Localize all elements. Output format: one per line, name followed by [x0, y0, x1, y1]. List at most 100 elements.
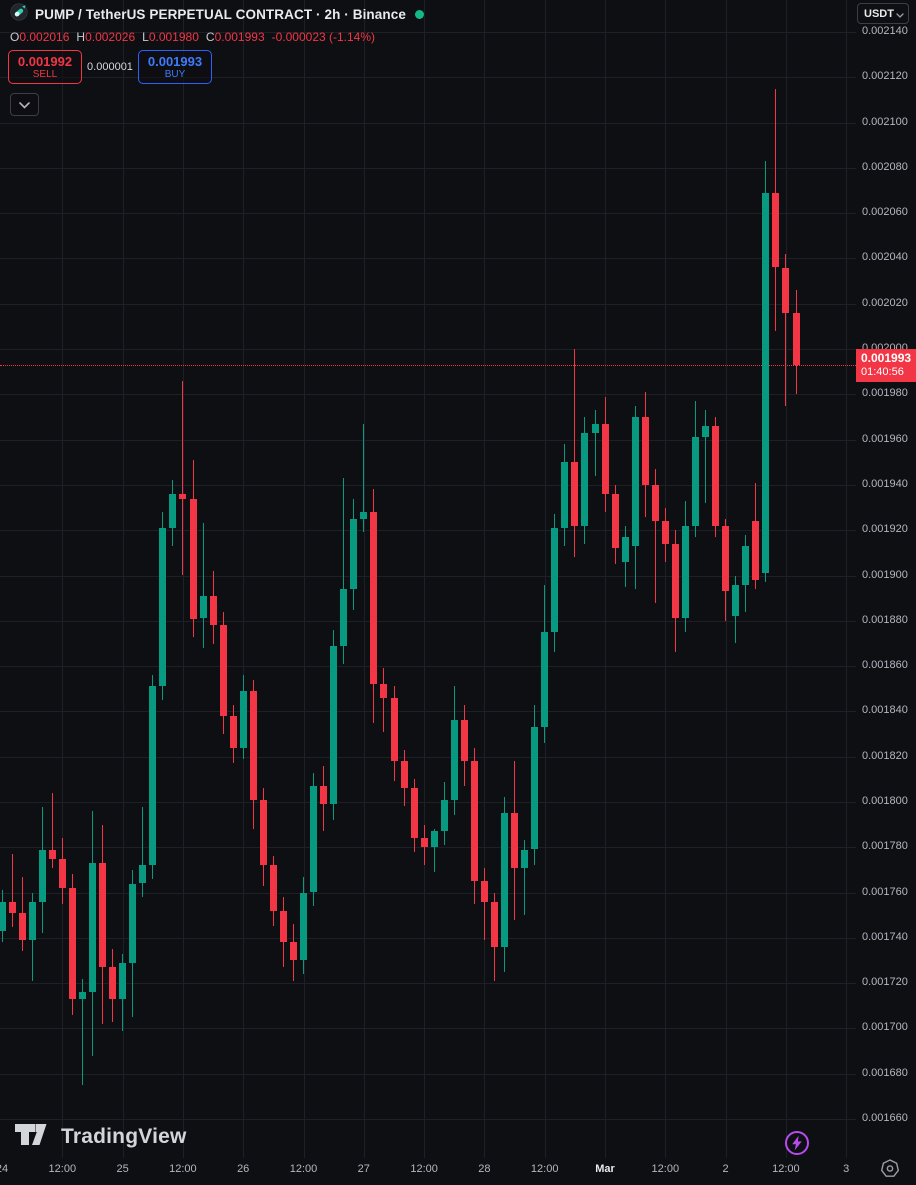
candle-body [440, 799, 448, 832]
h-gridline [0, 484, 856, 486]
price-axis-label: 0.002080 [862, 160, 908, 173]
sell-label: SELL [32, 68, 58, 80]
v-gridline [424, 0, 426, 1158]
h-gridline [0, 847, 856, 849]
candle-body [631, 417, 639, 547]
h-gridline [0, 711, 856, 713]
h-gridline [0, 666, 856, 668]
h-gridline [0, 575, 856, 577]
candle-body [129, 883, 137, 963]
candle-body [239, 691, 247, 748]
candle-wick [654, 469, 656, 603]
ohlc-legend: O0.002016 H0.002026 L0.001980 C0.001993 -0.0… [10, 30, 424, 44]
candle-body [209, 595, 217, 626]
candle-body [78, 992, 86, 999]
candle-body [420, 838, 428, 848]
candle-wick [51, 792, 53, 868]
time-axis-label: 25 [116, 1163, 129, 1175]
v-gridline [363, 0, 365, 1158]
v-gridline [62, 0, 64, 1158]
h-gridline [0, 620, 856, 622]
candle-body [279, 910, 287, 943]
h-gridline [0, 258, 856, 260]
candle-body [350, 518, 358, 590]
time-axis-label: 26 [237, 1163, 250, 1175]
candle-body [551, 527, 559, 633]
candle-wick [524, 840, 526, 916]
v-gridline [182, 0, 184, 1158]
candle-body [651, 484, 659, 522]
candle-body [480, 881, 488, 902]
candle-body [581, 432, 589, 526]
h-gridline [0, 756, 856, 758]
tradingview-logo[interactable]: TradingView [14, 1121, 187, 1153]
candle-body [320, 786, 328, 805]
time-axis-settings-button[interactable] [878, 1157, 902, 1185]
price-axis-label: 0.002100 [862, 115, 908, 128]
candle-body [300, 892, 307, 961]
sell-price: 0.001992 [17, 53, 73, 69]
h-gridline [0, 213, 856, 215]
candle-body [772, 192, 780, 268]
candle-body [38, 849, 46, 902]
gear-icon [878, 1159, 902, 1185]
price-axis-label: 0.002020 [862, 296, 908, 309]
price-axis-label: 0.001760 [862, 885, 908, 898]
buy-label: BUY [164, 68, 186, 80]
candle-body [671, 543, 679, 619]
h-gridline [0, 1073, 856, 1075]
h-gridline [0, 1119, 856, 1120]
ohlc-low-letter: L [142, 30, 149, 44]
candle-body [360, 512, 368, 519]
ohlc-close-letter: C [205, 30, 215, 44]
market-status-dot[interactable] [414, 9, 424, 19]
candle-wick [363, 423, 365, 533]
time-axis-label: 12:00 [651, 1163, 680, 1175]
symbol-title[interactable]: PUMP / TetherUS PERPETUAL CONTRACT · 2h … [35, 6, 406, 22]
price-axis-label: 0.001980 [862, 387, 908, 400]
sell-button[interactable]: 0.001992 SELL [8, 50, 82, 84]
candle-body [561, 462, 569, 528]
price-axis-label: 0.002120 [862, 70, 908, 83]
tradingview-mark-icon [14, 1121, 52, 1153]
candle-body [119, 962, 127, 999]
candle-body [591, 423, 599, 433]
boost-button[interactable] [783, 1129, 811, 1162]
candle-body [501, 813, 508, 947]
ohlc-high-letter: H [76, 30, 86, 44]
candle-wick [785, 253, 787, 406]
h-gridline [0, 349, 856, 350]
candle-body [340, 589, 348, 646]
unit-selector[interactable]: USDT [857, 3, 909, 24]
candle-body [48, 849, 56, 859]
candle-body [219, 625, 227, 716]
collapse-trade-panel-button[interactable] [10, 93, 39, 116]
candle-body [58, 858, 66, 888]
candle-body [752, 521, 760, 580]
buy-button[interactable]: 0.001993 BUY [138, 50, 212, 84]
candle-body [380, 684, 388, 698]
chevron-down-icon [896, 5, 904, 23]
price-axis-label: 0.001680 [862, 1066, 908, 1079]
candle-body [189, 498, 197, 619]
v-gridline [605, 0, 606, 1158]
price-axis-label: 0.001940 [862, 477, 908, 490]
price-axis-label: 0.001920 [862, 523, 908, 536]
price-axis-label: 0.001900 [862, 568, 908, 581]
candle-body [621, 537, 629, 562]
h-gridline [0, 937, 856, 939]
unit-selector-value: USDT [864, 7, 894, 20]
candle-body [732, 584, 740, 617]
ohlc-open-letter: O [10, 30, 20, 44]
h-gridline [0, 167, 856, 169]
v-gridline [243, 0, 245, 1158]
candle-body [290, 942, 297, 961]
candle-body [68, 888, 76, 999]
time-axis-label: 12:00 [410, 1163, 438, 1175]
candle-wick [383, 668, 385, 732]
candle-wick [142, 806, 144, 898]
price-axis-label: 0.001960 [862, 432, 908, 445]
candle-body [370, 512, 378, 685]
candle-body [460, 720, 468, 762]
candle-body [109, 967, 117, 999]
